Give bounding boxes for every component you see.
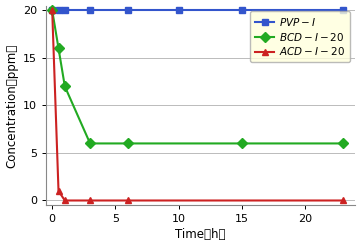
Y-axis label: Concentration（ppm）: Concentration（ppm） bbox=[5, 43, 18, 167]
BCD-I-20 bbox=[126, 142, 130, 145]
BCD-I-20 bbox=[240, 142, 244, 145]
PVP-I bbox=[240, 9, 244, 12]
Legend: $\mathit{PVP-I}$, $\mathit{BCD-I-20}$, $\mathit{ACD-I-20}$: $\mathit{PVP-I}$, $\mathit{BCD-I-20}$, $… bbox=[250, 11, 350, 62]
PVP-I bbox=[56, 9, 61, 12]
ACD-I-20 bbox=[56, 189, 61, 192]
PVP-I bbox=[88, 9, 92, 12]
Line: PVP-I: PVP-I bbox=[49, 7, 346, 14]
Line: ACD-I-20: ACD-I-20 bbox=[49, 7, 346, 204]
ACD-I-20 bbox=[341, 199, 345, 202]
ACD-I-20 bbox=[88, 199, 92, 202]
PVP-I bbox=[341, 9, 345, 12]
BCD-I-20 bbox=[88, 142, 92, 145]
BCD-I-20 bbox=[50, 9, 55, 12]
ACD-I-20 bbox=[126, 199, 130, 202]
BCD-I-20 bbox=[56, 47, 61, 50]
PVP-I bbox=[126, 9, 130, 12]
PVP-I bbox=[177, 9, 181, 12]
PVP-I bbox=[50, 9, 55, 12]
BCD-I-20 bbox=[341, 142, 345, 145]
PVP-I bbox=[63, 9, 67, 12]
X-axis label: Time（h）: Time（h） bbox=[175, 228, 226, 242]
ACD-I-20 bbox=[50, 9, 55, 12]
Line: BCD-I-20: BCD-I-20 bbox=[49, 7, 346, 147]
BCD-I-20 bbox=[63, 85, 67, 88]
ACD-I-20 bbox=[63, 199, 67, 202]
